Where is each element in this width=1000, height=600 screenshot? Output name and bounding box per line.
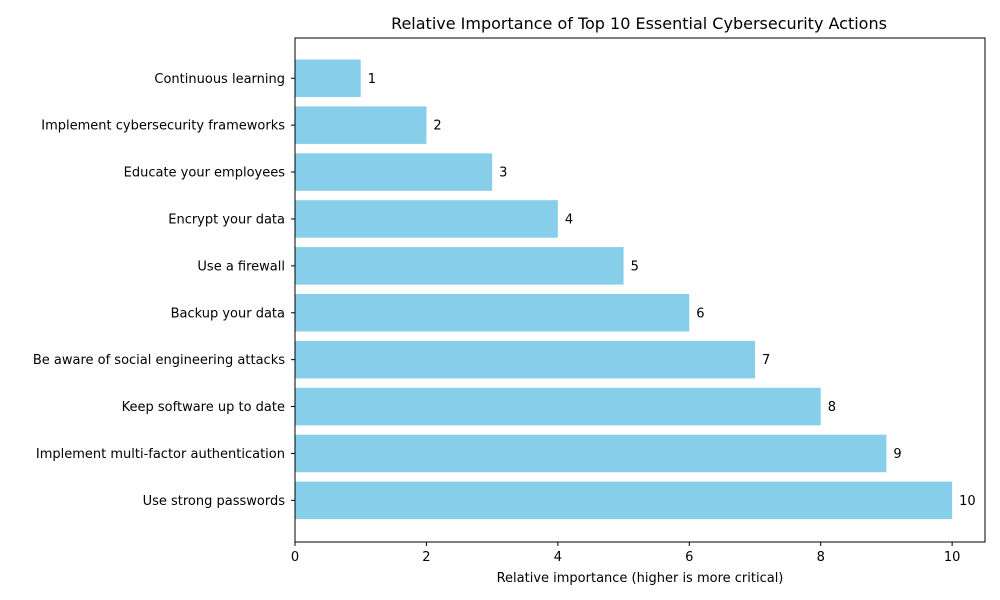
bar-value-label: 5 bbox=[631, 259, 639, 274]
category-label: Be aware of social engineering attacks bbox=[33, 353, 285, 368]
category-labels-group: Continuous learning Implement cybersecuri… bbox=[33, 72, 285, 509]
bar bbox=[295, 340, 755, 379]
bar bbox=[295, 294, 690, 332]
x-tick-label: 6 bbox=[685, 550, 693, 565]
x-tick-label: 10 bbox=[944, 550, 961, 565]
x-ticks-group: 0 2 4 6 8 10 bbox=[291, 77, 961, 565]
bar-value-label: 7 bbox=[762, 353, 770, 368]
chart-title: Relative Importance of Top 10 Essential … bbox=[391, 14, 887, 33]
category-label: Educate your employees bbox=[124, 166, 286, 181]
bar-value-label: 4 bbox=[565, 212, 573, 227]
bars-group bbox=[295, 59, 953, 520]
category-label: Keep software up to date bbox=[122, 400, 285, 415]
x-axis-label: Relative importance (higher is more crit… bbox=[497, 571, 784, 586]
category-label: Backup your data bbox=[171, 306, 285, 321]
plot-frame bbox=[294, 37, 986, 543]
bar bbox=[295, 200, 558, 238]
category-label: Implement multi-factor authentication bbox=[36, 447, 285, 462]
x-tick-label: 2 bbox=[422, 550, 430, 565]
category-label: Encrypt your data bbox=[168, 212, 285, 227]
bar-value-label: 8 bbox=[828, 400, 836, 415]
bar bbox=[295, 434, 887, 473]
bar bbox=[295, 247, 624, 285]
x-tick-label: 0 bbox=[291, 550, 299, 565]
bar-value-label: 2 bbox=[433, 119, 441, 134]
bar-value-label: 6 bbox=[696, 306, 704, 321]
category-label: Implement cybersecurity frameworks bbox=[41, 119, 285, 134]
bar-value-label: 3 bbox=[499, 166, 507, 181]
bar bbox=[295, 106, 427, 144]
x-tick-label: 8 bbox=[817, 550, 825, 565]
category-label: Use a firewall bbox=[197, 259, 285, 274]
value-labels-group: 1 2 3 4 5 6 7 8 9 10 bbox=[368, 72, 976, 509]
bar bbox=[295, 59, 361, 97]
bar-value-label: 10 bbox=[959, 494, 976, 509]
x-tick-label: 4 bbox=[554, 550, 562, 565]
category-label: Continuous learning bbox=[154, 72, 285, 87]
bar bbox=[295, 481, 953, 520]
bar-value-label: 1 bbox=[368, 72, 376, 87]
bar bbox=[295, 153, 493, 191]
category-label: Use strong passwords bbox=[143, 494, 286, 509]
bar-value-label: 9 bbox=[893, 447, 901, 462]
bar bbox=[295, 387, 821, 426]
